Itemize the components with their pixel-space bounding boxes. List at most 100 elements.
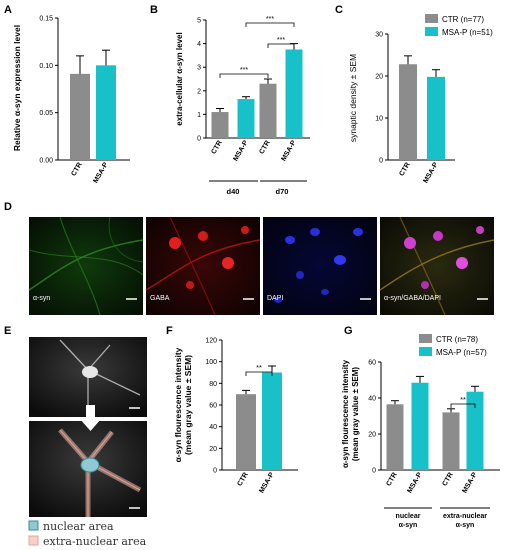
- x-category-label: CTR: [210, 140, 223, 156]
- extra-nuclear-area-label: extra-nuclear area: [43, 535, 147, 548]
- significance-bracket: [245, 371, 273, 376]
- y-tick-label: 0.05: [39, 110, 53, 117]
- legend-label: CTR (n=78): [436, 335, 478, 344]
- x-category-label: CTR: [441, 472, 454, 488]
- y-tick-label: 5: [197, 18, 201, 25]
- bar: [427, 76, 445, 160]
- y-tick-label: 40: [209, 424, 217, 431]
- micrograph-dapi: [263, 217, 377, 315]
- bar: [237, 99, 255, 138]
- micrograph-alpha-syn: [28, 216, 144, 316]
- significance-label: **: [460, 395, 466, 404]
- bar: [466, 391, 484, 470]
- significance-label: **: [256, 363, 262, 372]
- y-tick-label: 0: [372, 468, 376, 475]
- micrograph-label: DAPI: [267, 295, 283, 302]
- y-axis-label: Relative α-syn expression level: [12, 25, 22, 151]
- legend-swatch-msa-p: [425, 27, 438, 36]
- micrograph-label: α-syn: [33, 295, 50, 302]
- x-category-label: CTR: [258, 140, 271, 156]
- y-axis-label: α-syn flourescence intensity(mean gray v…: [341, 359, 360, 468]
- y-tick-label: 0: [213, 468, 217, 475]
- significance-bracket: [267, 43, 295, 48]
- y-tick-label: 0.15: [39, 16, 53, 23]
- legend-label: CTR (n=77): [442, 15, 484, 24]
- significance-label: ***: [277, 37, 285, 44]
- legend-label: MSA-P (n=51): [442, 28, 493, 37]
- bar: [211, 112, 229, 138]
- nuclear-area-label: nuclear area: [43, 520, 114, 533]
- y-tick-label: 0: [197, 136, 201, 143]
- group-label: nuclear α-syn: [396, 513, 421, 529]
- bar: [70, 73, 90, 160]
- x-category-label: MSA-P: [92, 161, 110, 184]
- y-tick-label: 0.00: [39, 158, 53, 165]
- chart-b: 0 1 2 3 4 5 extra-cellular α-syn level CTR MSA-P…: [175, 16, 310, 196]
- extra-nuclear-area-swatch: [28, 535, 39, 546]
- panel-letter-f: F: [166, 325, 173, 337]
- bar: [386, 404, 404, 470]
- y-tick-label: 30: [375, 32, 383, 39]
- legend-swatch-ctr: [419, 334, 432, 343]
- y-tick-label: 40: [368, 396, 376, 403]
- significance-bracket: [450, 403, 476, 408]
- x-category-label: CTR: [398, 162, 411, 178]
- bar: [262, 372, 282, 470]
- micrograph-e-bottom: [29, 421, 147, 517]
- chart-g: 0 20 40 60 α-syn flourescence intensity(mean…: [341, 334, 500, 529]
- bar: [285, 49, 303, 138]
- y-tick-label: 3: [197, 65, 201, 72]
- group-label: extra-nuclear α-syn: [443, 513, 487, 529]
- y-tick-label: 80: [209, 381, 217, 388]
- x-category-label: MSA-P: [422, 161, 440, 184]
- panel-letter-a: A: [4, 4, 12, 16]
- bar: [259, 83, 277, 138]
- micrograph-label: GABA: [150, 295, 170, 302]
- significance-bracket: [219, 73, 269, 78]
- panel-e-legend: nuclear area extra-nuclear area: [28, 520, 147, 548]
- x-category-label: MSA-P: [280, 139, 298, 162]
- chart-f: 0 20 40 60 80 100 120 α-syn flourescence intens…: [173, 338, 298, 495]
- bar: [96, 65, 116, 160]
- x-category-label: MSA-P: [461, 471, 479, 494]
- significance-bracket: [245, 22, 295, 27]
- panel-letter-b: B: [150, 4, 158, 16]
- y-tick-label: 20: [209, 446, 217, 453]
- micrograph-gaba: [145, 216, 261, 316]
- significance-label: ***: [266, 16, 274, 23]
- chart-a: 0.00 0.05 0.10 0.15 Relative α-syn expressio…: [12, 16, 130, 185]
- y-tick-label: 60: [209, 403, 217, 410]
- panel-letter-g: G: [344, 325, 353, 337]
- chart-c: 0 10 20 30 synaptic density ± SEM CTR MSA-P CTR…: [348, 14, 493, 185]
- arrow-down-icon: [80, 405, 101, 431]
- y-tick-label: 20: [368, 432, 376, 439]
- legend-label: MSA-P (n=57): [436, 348, 487, 357]
- micrograph-merge: [379, 216, 495, 316]
- y-tick-label: 0.10: [39, 63, 53, 70]
- panel-letter-c: C: [335, 4, 343, 16]
- x-category-label: CTR: [385, 472, 398, 488]
- y-axis-label: α-syn flourescence intensity(mean gray v…: [173, 347, 193, 462]
- y-tick-label: 4: [197, 41, 201, 48]
- x-category-label: CTR: [236, 472, 249, 488]
- group-label: d40: [227, 187, 240, 196]
- y-tick-label: 120: [205, 338, 217, 345]
- x-category-label: CTR: [70, 162, 83, 178]
- x-category-label: MSA-P: [258, 471, 276, 494]
- bar: [236, 394, 256, 470]
- significance-label: ***: [240, 67, 248, 74]
- bar: [442, 412, 460, 470]
- x-category-label: MSA-P: [232, 139, 250, 162]
- y-tick-label: 1: [197, 112, 201, 119]
- micrograph-e-top: [29, 337, 147, 417]
- bar: [411, 382, 429, 470]
- y-tick-label: 60: [368, 360, 376, 367]
- panel-letter-e: E: [4, 325, 11, 337]
- legend-swatch-msa-p: [419, 347, 432, 356]
- micrograph-label: α-syn/GABA/DAPI: [384, 295, 441, 302]
- y-tick-label: 10: [375, 116, 383, 123]
- y-axis-label: extra-cellular α-syn level: [175, 32, 184, 125]
- y-axis-label: synaptic density ± SEM: [348, 54, 358, 142]
- y-tick-label: 0: [379, 158, 383, 165]
